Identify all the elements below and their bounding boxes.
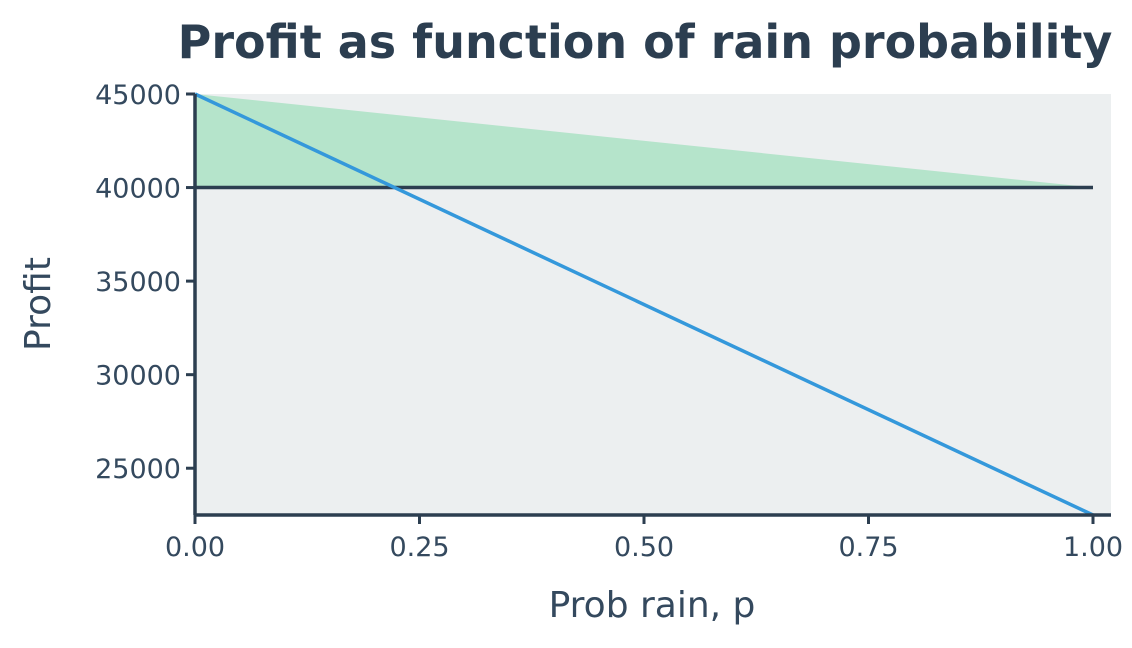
y-tick-label: 45000: [95, 80, 181, 111]
x-tick-label: 0.50: [614, 532, 674, 563]
y-tick-label: 25000: [95, 454, 181, 485]
series-line-2: [194, 92, 1094, 517]
y-tick-label: 30000: [95, 361, 181, 392]
y-axis-label: Profit: [18, 257, 59, 351]
x-tick-label: 0.25: [389, 532, 449, 563]
y-tick-label: 40000: [95, 174, 181, 205]
y-tick-label: 35000: [95, 267, 181, 298]
shaded-region: [195, 94, 1093, 188]
x-axis-label: Prob rain, p: [549, 585, 756, 626]
x-tick-label: 0.00: [165, 532, 225, 563]
x-tick-label: 1.00: [1063, 532, 1123, 563]
x-tick-label: 0.75: [838, 532, 898, 563]
chart-title: Profit as function of rain probability: [178, 15, 1113, 69]
